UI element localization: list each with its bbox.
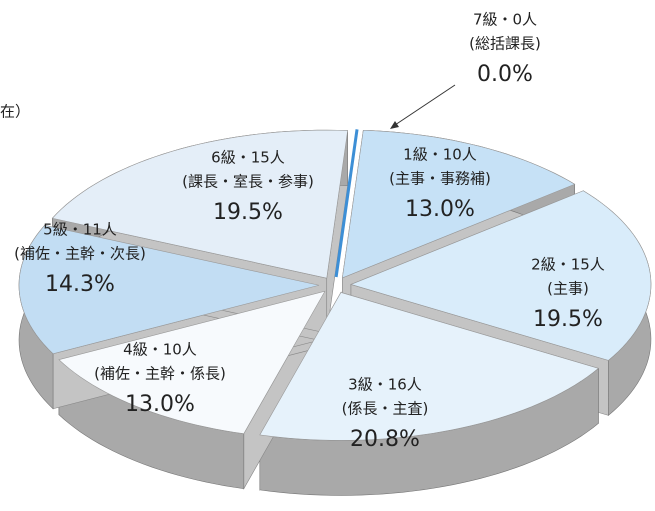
pie-slice [341,129,576,279]
slice-description: (主事・事務補) [389,170,491,188]
slice-label: 5級・11人 [43,221,117,239]
slice-description: (補佐・主幹・係長) [94,365,226,383]
pointer-line [391,84,456,128]
slice-label: 6級・15人 [211,149,285,167]
slice-description: (係長・主査) [342,400,429,418]
pie-tops [18,129,652,441]
pie-slice [18,225,320,355]
slice-value-label: 13.0% [125,392,195,417]
pie-slice [58,290,326,435]
slice-value-label: 14.3% [45,272,115,297]
pie-slice [51,129,349,279]
slice-label: 3級・16人 [348,376,422,394]
slice-label: 1級・10人 [403,146,477,164]
slice-label: 4級・10人 [123,341,197,359]
slice-label: 2級・15人 [531,256,605,274]
slice-description: (課長・室長・参事) [182,173,314,191]
slice-value-label: 0.0% [477,62,533,87]
slice-value-label: 20.8% [350,427,420,452]
slice-description: (主事) [547,280,589,298]
slice-description: (補佐・主幹・次長) [14,245,146,263]
subtitle: 在） [0,103,30,121]
slice-value-label: 13.0% [405,197,475,222]
pie-slice [350,190,652,361]
slice-value-label: 19.5% [213,200,283,225]
slice-label: 7級・0人 [473,11,537,29]
slice-description: (総括課長) [469,35,541,53]
pie-slice [259,292,600,441]
slice-value-label: 19.5% [533,307,603,332]
pie-slice [334,129,359,278]
pointer-arrow [390,121,399,129]
